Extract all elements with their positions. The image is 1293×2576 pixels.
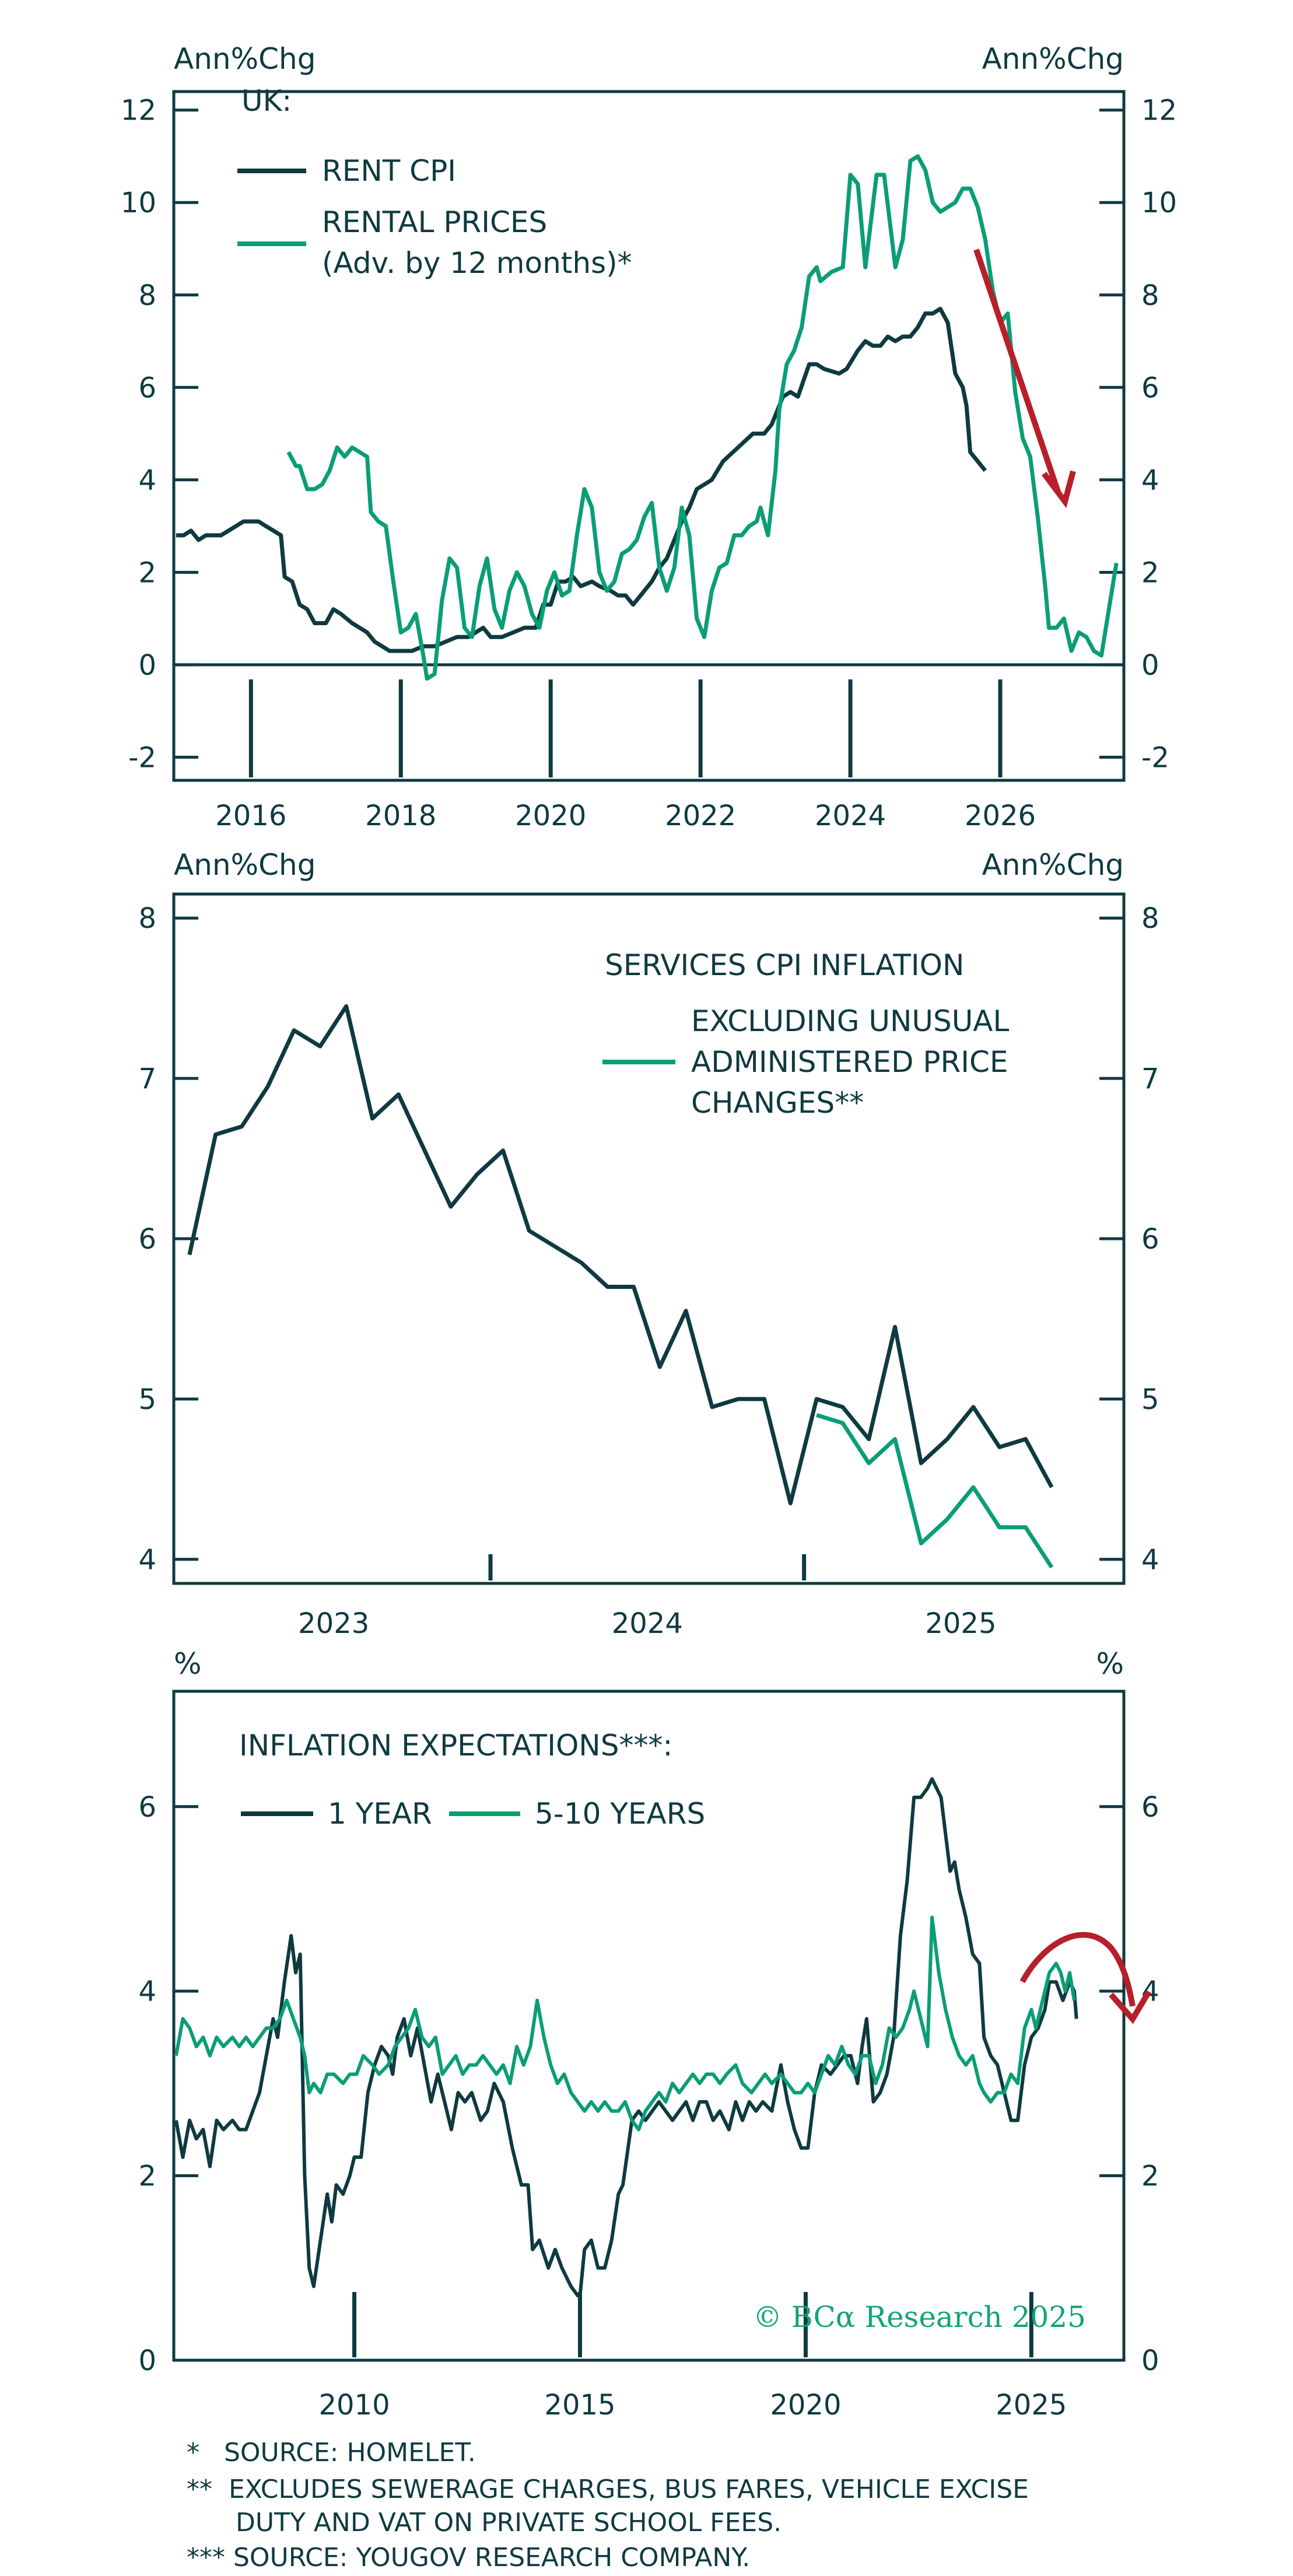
p1-unit-left: Ann%Chg: [174, 42, 316, 76]
footnote-3: *** SOURCE: YOUGOV RESEARCH COMPANY.: [187, 2543, 750, 2573]
p3-unit-right: %: [1096, 1647, 1124, 1681]
p3-legend-title: INFLATION EXPECTATIONS***:: [239, 1729, 672, 1762]
y-tick-label-right: 5: [1141, 1383, 1159, 1416]
x-tick-label: 2023: [298, 1607, 369, 1640]
y-tick-label-right: 6: [1141, 1223, 1159, 1256]
y-tick-label-left: 6: [138, 371, 156, 404]
p3-frame: [172, 1690, 1126, 2362]
series-line-services-cpi-inflation: [187, 1004, 1054, 1506]
x-tick-label: 2018: [365, 800, 436, 832]
x-tick-label: 2025: [925, 1607, 996, 1640]
y-tick-label-right: 6: [1141, 371, 1159, 404]
footnotes: * SOURCE: HOMELET. ** EXCLUDES SEWERAGE …: [187, 2438, 1029, 2573]
footnote-2-line2: DUTY AND VAT ON PRIVATE SCHOOL FEES.: [236, 2508, 782, 2538]
y-tick-label-left: 10: [121, 187, 156, 219]
p3-legend-label-1-year: 1 YEAR: [328, 1797, 432, 1831]
services-panel: Ann%Chg Ann%Chg 4 45 56 67 78 8 2023 2024 2025 …: [138, 848, 1159, 1640]
x-tick-label: 2025: [996, 2389, 1067, 2421]
y-tick-label-left: -2: [128, 741, 156, 774]
x-tick-label: 2026: [965, 800, 1036, 832]
x-tick-label: 2024: [612, 1607, 683, 1640]
y-tick-label-left: 2: [138, 556, 156, 589]
x-tick-label: 2020: [515, 800, 586, 832]
x-tick-label: 2024: [815, 800, 886, 832]
p1-legend-label-rental-prices: RENTAL PRICES: [322, 205, 547, 239]
p1-legend-label-rental-prices-sub: (Adv. by 12 months)*: [322, 246, 632, 280]
x-tick-label: 2015: [544, 2389, 615, 2421]
y-tick-label-left: 5: [138, 1383, 156, 1416]
p1-unit-right: Ann%Chg: [982, 42, 1124, 76]
y-tick-label-right: 7: [1141, 1063, 1159, 1095]
y-tick-label-right: 2: [1141, 2160, 1159, 2193]
p2-legend-title: SERVICES CPI INFLATION: [605, 948, 964, 982]
p1-frame: [172, 90, 1126, 782]
y-tick-label-right: 8: [1141, 902, 1159, 935]
p1-legend-title: UK:: [241, 84, 292, 118]
y-tick-label-right: 4: [1141, 464, 1159, 497]
y-tick-label-left: 4: [138, 464, 156, 497]
y-tick-label-right: 10: [1141, 187, 1177, 219]
y-tick-label-right: 8: [1141, 279, 1159, 312]
x-tick-label: 2020: [770, 2389, 841, 2421]
footnote-2-line1: ** EXCLUDES SEWERAGE CHARGES, BUS FARES,…: [187, 2475, 1029, 2504]
series-line-1-year: [174, 1777, 1078, 2298]
rent-panel: Ann%Chg Ann%Chg -2 -2 0 0 2 2 4 4 6 6 8 8 10 10 12 12 2…: [121, 42, 1177, 832]
p3-legend-label-5-10-years: 5-10 YEARS: [535, 1797, 705, 1831]
y-tick-label-left: 6: [138, 1791, 156, 1824]
y-tick-label-left: 4: [138, 1975, 156, 2008]
y-tick-label-right: 4: [1141, 1544, 1159, 1576]
y-tick-label-left: 8: [138, 902, 156, 935]
p2-legend-label-line1: EXCLUDING UNUSUAL: [691, 1004, 1010, 1038]
y-tick-label-right: 2: [1141, 556, 1159, 589]
y-tick-label-left: 2: [138, 2160, 156, 2193]
copyright-watermark: © BCα Research 2025: [753, 2300, 1086, 2334]
p2-legend-label-line3: CHANGES**: [691, 1086, 864, 1120]
series-line-rent-cpi: [176, 307, 987, 653]
y-tick-label-left: 8: [138, 279, 156, 312]
y-tick-label-left: 0: [138, 649, 156, 682]
expectations-panel: % % 0 02 24 46 6 2010 2015 2020 2025 INFLATION …: [138, 1647, 1159, 2421]
y-tick-label-left: 4: [138, 1544, 156, 1576]
p1-red-arrow: [973, 248, 1076, 509]
y-tick-label-right: 6: [1141, 1791, 1159, 1824]
x-tick-label: 2022: [665, 800, 736, 832]
y-tick-label-left: 12: [121, 94, 156, 127]
series-line-5-10-years: [174, 1915, 1076, 2132]
x-tick-label: 2016: [215, 800, 286, 832]
y-tick-label-right: -2: [1141, 741, 1169, 774]
y-tick-label-right: 12: [1141, 94, 1177, 127]
y-tick-label-left: 7: [138, 1063, 156, 1095]
p1-legend-label-rent-cpi: RENT CPI: [322, 154, 456, 188]
p3-unit-left: %: [174, 1647, 202, 1681]
footnote-1: * SOURCE: HOMELET.: [187, 2438, 476, 2468]
x-tick-label: 2010: [318, 2389, 390, 2421]
p2-legend-label-line2: ADMINISTERED PRICE: [691, 1045, 1008, 1079]
series-line-rental-prices-adv-by-12-months: [286, 154, 1119, 681]
y-tick-label-left: 0: [138, 2344, 156, 2377]
p2-unit-left: Ann%Chg: [174, 848, 316, 882]
p2-frame: [172, 892, 1126, 1585]
y-tick-label-left: 6: [138, 1223, 156, 1256]
p2-unit-right: Ann%Chg: [982, 848, 1124, 882]
p3-red-curved-arrow: [1019, 1932, 1152, 2024]
series-line-excluding-unusual-administered-price-changes: [816, 1413, 1054, 1569]
y-tick-label-right: 0: [1141, 649, 1159, 682]
y-tick-label-right: 0: [1141, 2344, 1159, 2377]
